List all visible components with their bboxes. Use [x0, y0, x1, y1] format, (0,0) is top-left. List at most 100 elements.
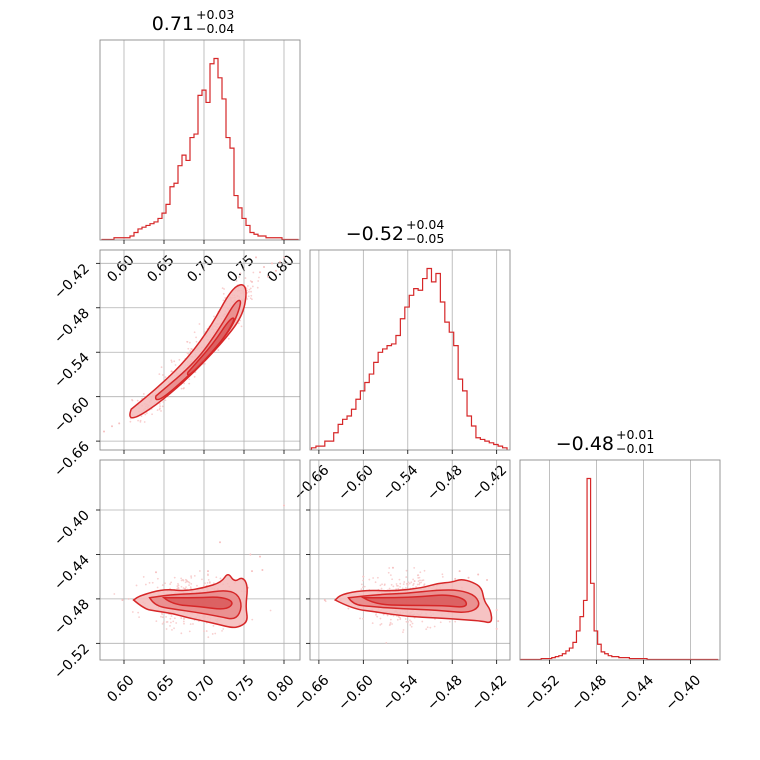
pair-2-1-sample-point: [361, 586, 364, 589]
pair-2-1-sample-point: [372, 577, 375, 579]
pair-2-1-outlier-6: [495, 609, 498, 611]
pair-2-0-sample-point: [142, 576, 145, 578]
pair-2-1-sample-point: [412, 584, 414, 587]
pair-1-0-sample-point: [159, 405, 161, 408]
pair-1-0-sample-point: [164, 376, 167, 379]
pair-2-0-sample-point: [251, 618, 254, 621]
pair-2-0-sample-point: [173, 576, 176, 579]
pair-2-0-sample-point: [165, 615, 168, 618]
pair-1-0-sample-point: [188, 382, 191, 385]
pair-1-0-sample-point: [222, 299, 225, 302]
pair-2-0-outlier-8: [207, 570, 209, 573]
pair-1-0-sample-point: [256, 286, 259, 289]
pair-2-0-sample-point: [169, 583, 172, 585]
pair-1-0-outlier-0: [103, 430, 105, 433]
diag-2-title-minus: −0.01: [616, 441, 654, 456]
pair-2-0-sample-point: [160, 615, 162, 618]
pair-2-1-sample-point: [439, 621, 442, 624]
pair-2-1-sample-point: [362, 617, 364, 620]
pair-2-1-contour-2: [360, 594, 468, 608]
pair-2-1-sample-point: [395, 583, 398, 585]
diag-0-histogram-line: [101, 57, 299, 240]
pair-2-1-sample-point: [408, 582, 411, 585]
pair-2-1-sample-point: [410, 625, 413, 628]
pair-2-0-sample-point: [219, 577, 222, 580]
pair-1-0-ytick-label-2: −0.54: [51, 350, 93, 392]
pair-2-0-outlier-6: [261, 569, 264, 571]
diag-1-frame: [309, 249, 511, 451]
pair-1-0-sample-point: [180, 387, 183, 390]
pair-2-1-sample-point: [380, 622, 383, 625]
pair-2-1-sample-point: [379, 617, 382, 620]
pair-2-1-sample-point: [418, 582, 421, 584]
pair-2-0-sample-point: [190, 576, 193, 579]
pair-1-0-sample-point: [195, 340, 198, 343]
pair-2-1-sample-point: [401, 587, 404, 590]
diag-2-title-plus: +0.01: [616, 427, 654, 442]
pair-2-0-sample-point: [222, 628, 225, 630]
pair-1-0-sample-point: [140, 415, 143, 417]
pair-2-1-sample-point: [405, 576, 408, 578]
pair-2-0-sample-point: [189, 623, 192, 626]
pair-2-1-sample-point: [368, 578, 371, 581]
pair-2-1-sample-point: [411, 622, 414, 625]
pair-1-0-sample-point: [198, 323, 201, 325]
pair-1-0-sample-point: [187, 347, 190, 350]
pair-2-1-sample-point: [359, 617, 361, 620]
pair-2-0-xtick-label-0: 0.60: [104, 672, 137, 705]
pair-1-0-outlier-11: [283, 256, 285, 259]
pair-2-1-sample-point: [399, 585, 401, 588]
pair-2-0-sample-point: [207, 578, 210, 581]
pair-2-1-sample-point: [402, 631, 404, 634]
pair-2-1-outlier-7: [497, 620, 500, 623]
pair-1-0-sample-point: [188, 341, 191, 344]
pair-1-0-plot-area: [103, 256, 285, 433]
pair-1-0-sample-point: [170, 359, 173, 362]
pair-2-1-sample-point: [423, 569, 426, 572]
pair-2-0-sample-point: [183, 588, 186, 590]
diag-2-histogram-line: [520, 477, 719, 660]
pair-2-1-sample-point: [413, 566, 416, 569]
pair-2-1-sample-point: [391, 623, 393, 625]
pair-2-1-sample-point: [410, 581, 413, 584]
pair-1-0-sample-point: [158, 402, 161, 405]
pair-2-1-sample-point: [404, 618, 407, 620]
pair-2-1-sample-point: [416, 583, 419, 586]
pair-2-1-sample-point: [433, 625, 436, 628]
pair-2-0-sample-point: [207, 574, 209, 577]
pair-2-1-sample-point: [421, 620, 424, 623]
pair-2-1-sample-point: [402, 583, 405, 585]
pair-1-0-outlier-1: [111, 425, 113, 428]
diag-1-xtick-label-0: −0.66: [291, 462, 333, 504]
pair-2-0-outlier-7: [219, 541, 221, 544]
pair-2-0-sample-point: [169, 617, 172, 620]
pair-1-0-sample-point: [174, 364, 177, 366]
pair-2-0-contour-2: [161, 596, 233, 610]
diag-2-title: −0.48 +0.01−0.01: [556, 427, 655, 456]
pair-2-1-plot-area: [323, 566, 500, 644]
pair-2-1-xtick-label-2: −0.54: [380, 672, 422, 714]
pair-1-0-contour-2: [186, 317, 235, 376]
pair-2-0-outlier-4: [249, 553, 252, 556]
pair-1-0-sample-point: [151, 413, 153, 416]
pair-2-1-sample-point: [417, 577, 420, 579]
pair-2-1-sample-point: [429, 626, 432, 629]
pair-1-0-sample-point: [244, 277, 247, 279]
pair-2-0-sample-point: [170, 615, 173, 618]
pair-2-0-sample-point: [161, 622, 164, 625]
pair-2-0-sample-point: [176, 587, 179, 590]
diag-1-xtick-label-3: −0.48: [424, 462, 466, 504]
pair-1-0-outlier-3: [259, 271, 261, 274]
pair-2-0-plot-area: [113, 504, 285, 639]
pair-2-1-sample-point: [421, 579, 424, 582]
pair-2-1-xtick-label-4: −0.42: [469, 672, 511, 714]
pair-1-0-sample-point: [156, 409, 159, 412]
pair-2-1-sample-point: [399, 618, 402, 621]
pair-1-0-sample-point: [239, 272, 242, 275]
pair-1-0-outlier-8: [267, 275, 269, 278]
pair-2-1-sample-point: [398, 578, 401, 581]
diag-2-frame: [519, 459, 721, 661]
pair-2-1-sample-point: [379, 584, 382, 587]
pair-2-0-sample-point: [180, 585, 183, 588]
